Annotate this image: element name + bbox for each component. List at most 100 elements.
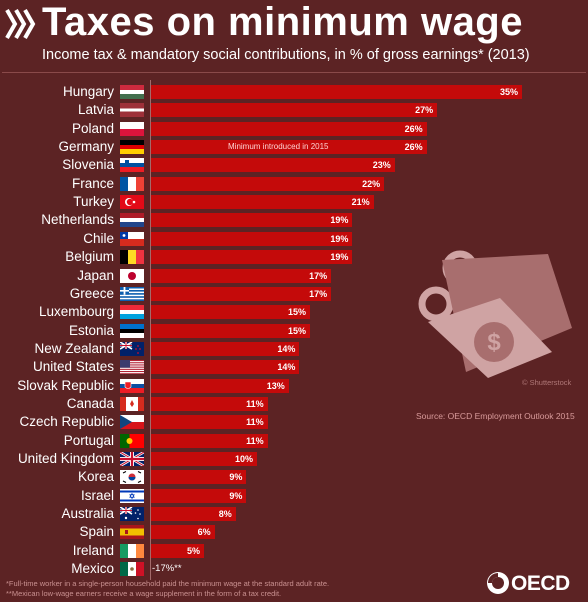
- category-label: Poland: [71, 120, 114, 136]
- value-label: 6%: [197, 527, 211, 538]
- hungary-flag-icon: [120, 85, 144, 99]
- korea-flag-icon: [120, 470, 144, 485]
- bar: [151, 286, 332, 301]
- bar: [151, 213, 353, 228]
- bar: [151, 121, 427, 136]
- category-label: Australia: [61, 506, 114, 522]
- scissors-cutting-dollar-bill-icon: $: [418, 250, 572, 378]
- bar: [151, 158, 395, 173]
- greece-flag-icon: [120, 286, 144, 301]
- category-label: Latvia: [77, 102, 114, 118]
- bar: [151, 396, 268, 411]
- category-label: Turkey: [73, 194, 114, 210]
- bar-annotation: Minimum introduced in 2015: [228, 142, 329, 152]
- spain-flag-icon: [120, 525, 144, 540]
- united-states-flag-icon: [120, 360, 144, 375]
- latvia-flag-icon: [120, 103, 144, 118]
- bar: [151, 176, 385, 191]
- category-label: Luxembourg: [38, 304, 114, 320]
- category-label: New Zealand: [34, 340, 114, 356]
- chile-flag-icon: [120, 231, 144, 246]
- france-flag-icon: [120, 176, 144, 191]
- category-label: France: [71, 175, 114, 191]
- value-label: 17%: [309, 288, 328, 299]
- value-label: 19%: [330, 215, 349, 226]
- bar: [151, 507, 236, 522]
- value-label: 23%: [372, 160, 391, 171]
- australia-flag-icon: [120, 507, 144, 522]
- source-note: Source: OECD Employment Outlook 2015: [416, 411, 575, 421]
- category-label: Japan: [77, 267, 114, 283]
- bar: [151, 525, 215, 540]
- category-label: United Kingdom: [17, 451, 114, 466]
- portugal-flag-icon: [120, 433, 144, 448]
- israel-flag-icon: [120, 488, 144, 503]
- category-label: Israel: [80, 487, 114, 503]
- header-divider: [2, 72, 586, 73]
- category-label: Slovak Republic: [17, 377, 114, 393]
- category-label: United States: [32, 359, 114, 375]
- value-label: 15%: [287, 325, 306, 336]
- poland-flag-icon: [120, 121, 144, 136]
- bar: [151, 341, 300, 356]
- value-label: 17%: [309, 270, 328, 281]
- czech-republic-flag-icon: [120, 415, 144, 430]
- bar: [151, 360, 300, 375]
- bar: [151, 268, 332, 283]
- footnote-2: **Mexican low-wage earners receive a wag…: [6, 589, 282, 598]
- oecd-logo-text: OECD: [511, 572, 570, 595]
- image-credit: © Shutterstock: [522, 378, 572, 387]
- zero-axis-line: [150, 80, 151, 580]
- value-label: 11%: [246, 435, 264, 446]
- bar: [151, 378, 289, 393]
- bar: [151, 231, 353, 246]
- bar: [151, 470, 247, 485]
- category-label: Germany: [58, 139, 114, 155]
- japan-flag-icon: [120, 268, 144, 283]
- value-label: 35%: [499, 87, 518, 97]
- category-label: Canada: [66, 395, 114, 411]
- bar: [151, 415, 268, 430]
- slovenia-flag-icon: [120, 158, 144, 173]
- value-label: 15%: [287, 307, 306, 318]
- category-label: Greece: [69, 285, 114, 301]
- category-label: Mexico: [71, 561, 114, 577]
- value-label: 14%: [277, 362, 296, 373]
- united-kingdom-flag-icon: [120, 452, 144, 466]
- category-label: Portugal: [63, 432, 114, 448]
- category-label: Estonia: [68, 322, 114, 338]
- bar: [151, 85, 522, 99]
- value-label: 26%: [404, 142, 423, 153]
- bar: [151, 433, 268, 448]
- estonia-flag-icon: [120, 323, 144, 338]
- value-label: 19%: [330, 252, 349, 263]
- value-label: 11%: [246, 417, 264, 428]
- oecd-chevrons-icon: [5, 9, 36, 39]
- category-label: Korea: [77, 469, 114, 485]
- value-label: 9%: [229, 472, 243, 483]
- value-label: 8%: [218, 509, 232, 520]
- value-label: 21%: [351, 197, 370, 208]
- value-label: 26%: [404, 123, 423, 134]
- footnote-1: *Full-time worker in a single-person hou…: [6, 579, 330, 588]
- value-label: 22%: [362, 178, 381, 189]
- category-label: Chile: [83, 230, 114, 246]
- category-label: Netherlands: [41, 212, 114, 228]
- slovak-republic-flag-icon: [120, 378, 144, 393]
- bar: [151, 250, 353, 265]
- page-subtitle: Income tax & mandatory social contributi…: [42, 47, 530, 63]
- value-label: 9%: [229, 490, 243, 501]
- bar: [151, 103, 438, 118]
- netherlands-flag-icon: [120, 213, 144, 228]
- value-label: 19%: [330, 233, 349, 244]
- luxembourg-flag-icon: [120, 305, 144, 320]
- bar: [151, 323, 310, 338]
- mexico-flag-icon: [120, 562, 144, 577]
- bar: [151, 195, 374, 210]
- canada-flag-icon: [120, 396, 144, 411]
- bar: [151, 543, 204, 558]
- value-label: 11%: [246, 398, 264, 409]
- bar: [151, 488, 247, 503]
- value-label: -17%**: [152, 563, 182, 575]
